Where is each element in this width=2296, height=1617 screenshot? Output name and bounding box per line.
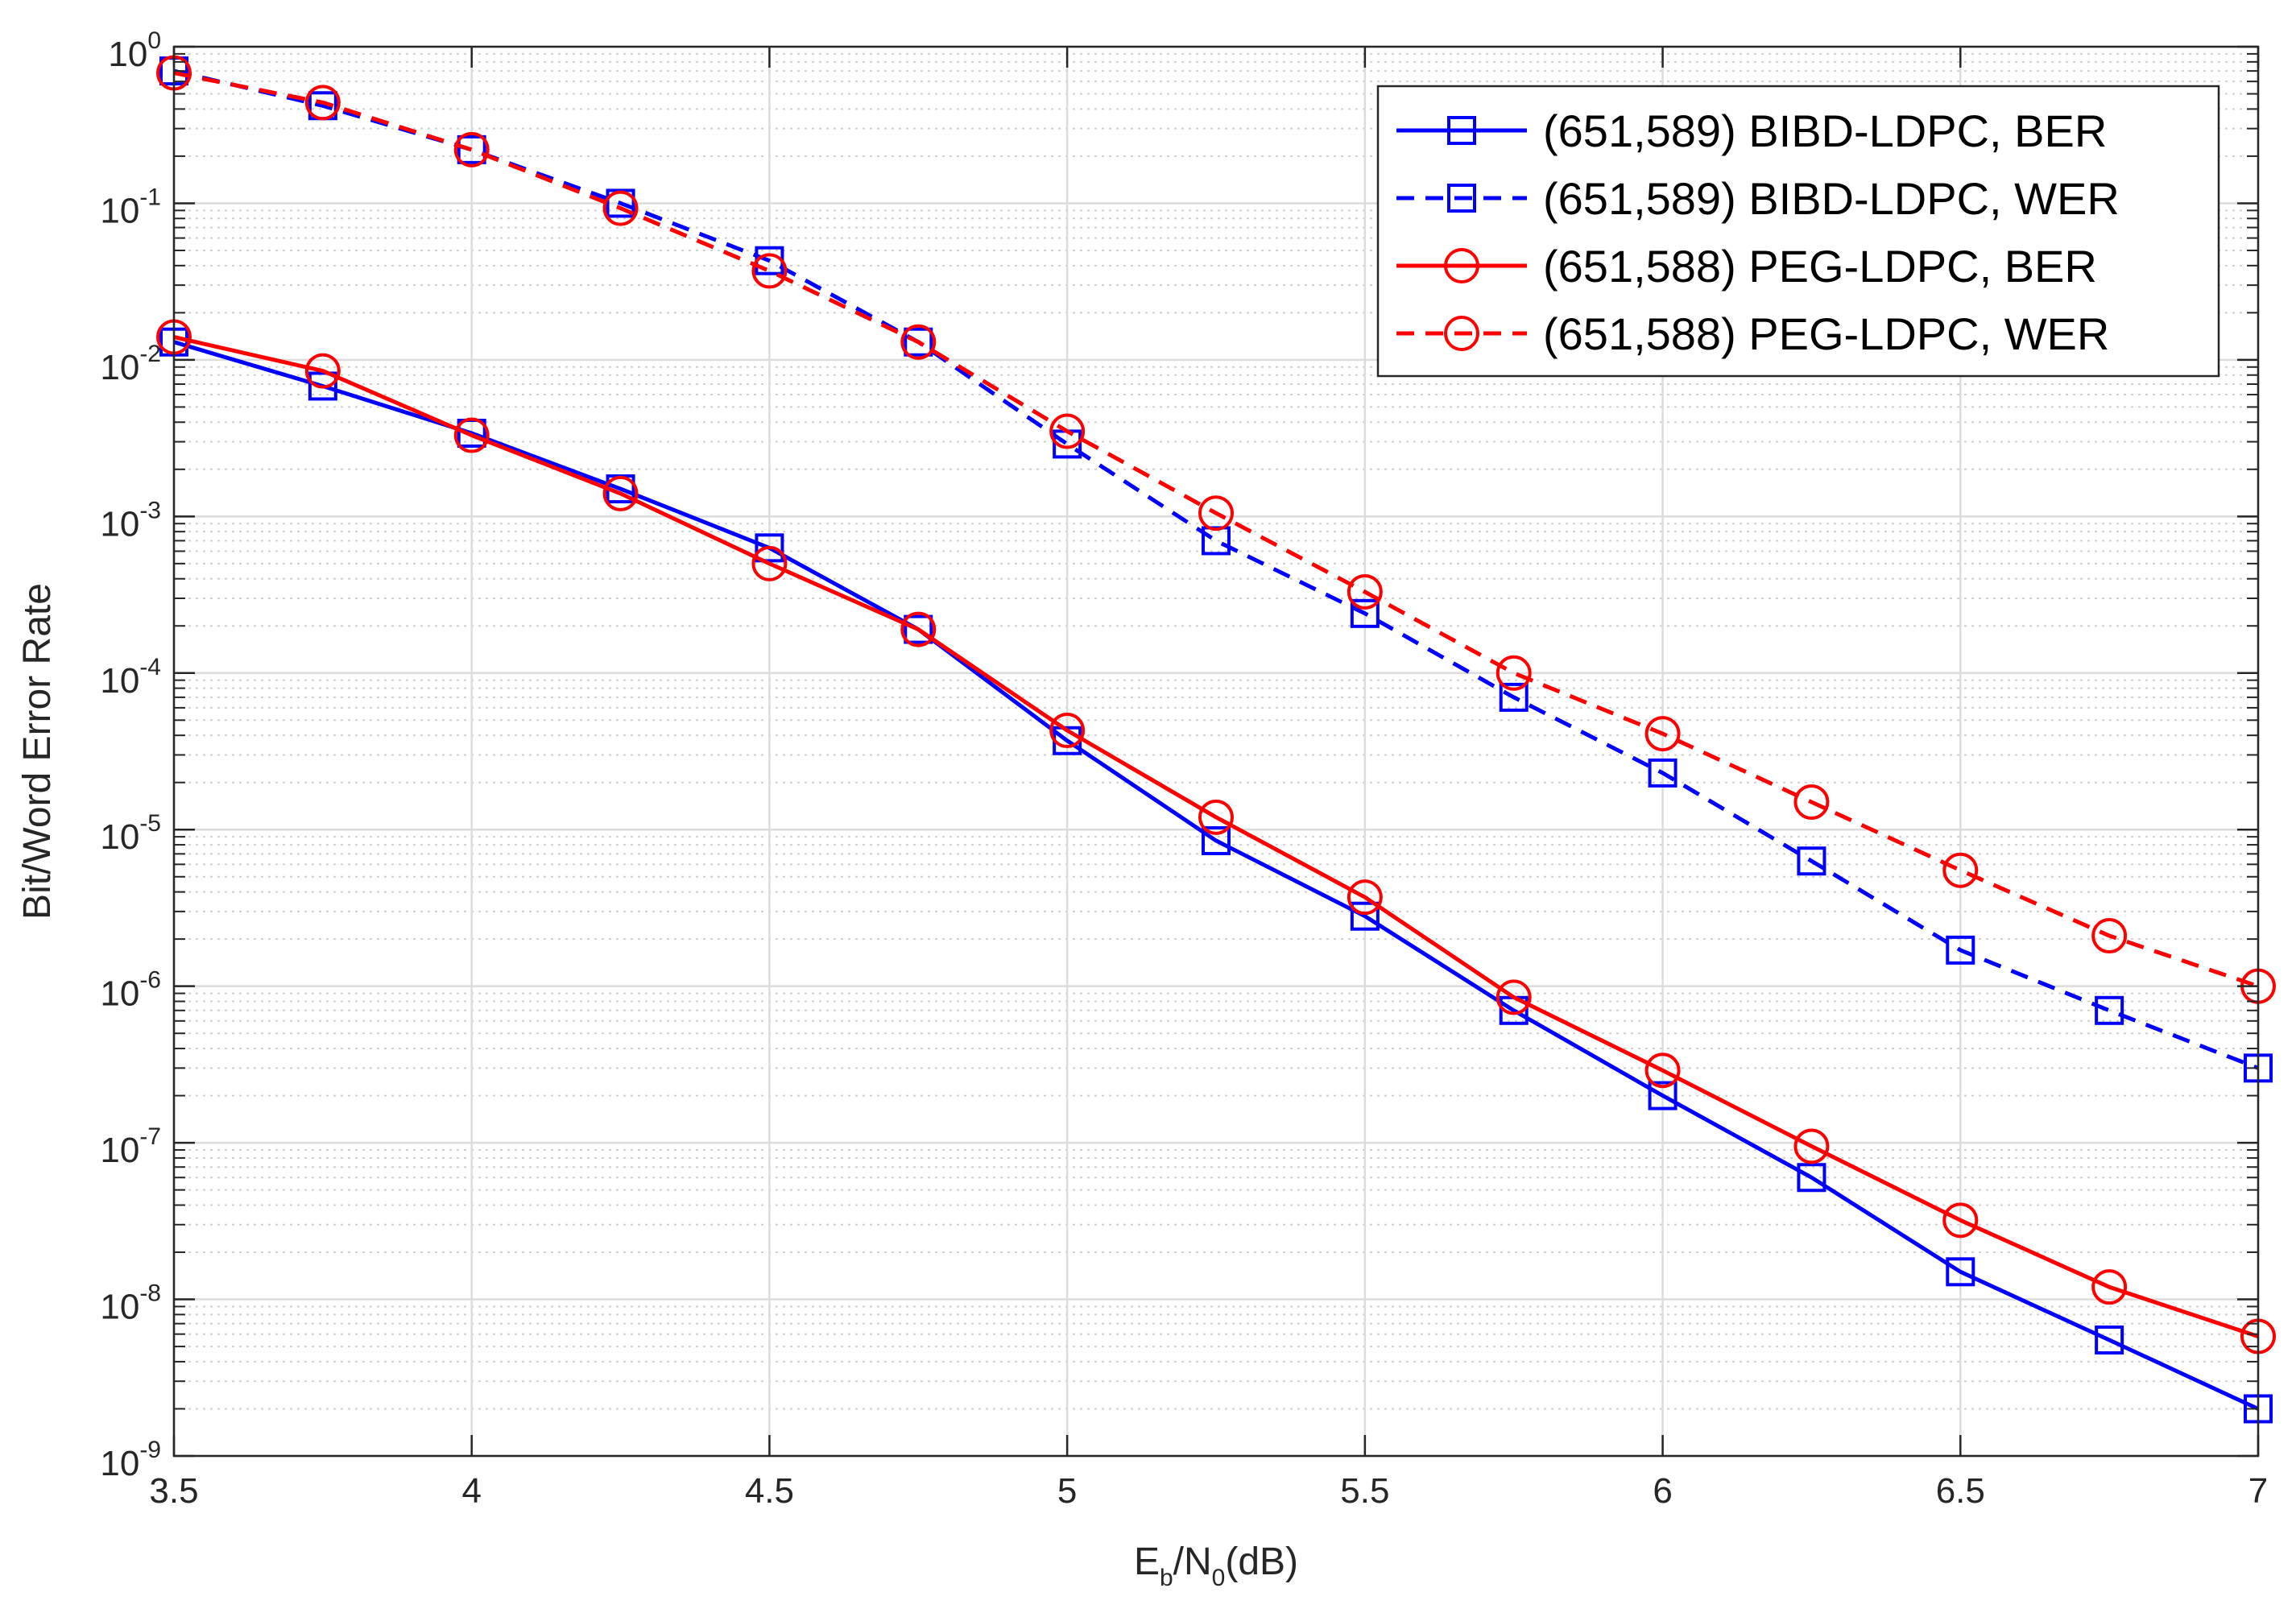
data-point (904, 327, 933, 357)
data-point (1942, 852, 1979, 888)
legend-box (1376, 85, 2220, 378)
data-point (1793, 1128, 1830, 1164)
series-line (173, 340, 2260, 1411)
data-point (1198, 495, 1234, 531)
data-point (1347, 879, 1383, 916)
data-point (453, 131, 490, 167)
data-point (457, 134, 486, 164)
legend-label: (651,589) BIBD-LDPC, WER (1543, 173, 2120, 224)
data-point (1946, 935, 1975, 965)
y-tick-label: 100 (108, 27, 161, 74)
x-tick-label: 6 (1653, 1471, 1672, 1511)
y-tick-label: 10-7 (100, 1123, 161, 1170)
y-tick-label: 10-1 (100, 184, 161, 230)
legend-label: (651,589) BIBD-LDPC, BER (1543, 105, 2107, 156)
data-point (304, 85, 341, 121)
ticks: 100 10-1 10-2 10-3 10-4 10-5 10-6 10-7 10-8 10-93… (100, 27, 2268, 1511)
y-tick-label: 10-5 (100, 810, 161, 857)
data-point (900, 324, 937, 360)
data-point (1797, 1163, 1826, 1193)
legend-entry-3: (651,588) PEG-LDPC, BER (1396, 241, 2097, 292)
x-tick-label: 7 (2248, 1471, 2268, 1511)
y-tick-label: 10-8 (100, 1280, 161, 1327)
data-point (453, 417, 490, 453)
series-line (173, 335, 2259, 1338)
data-point (602, 190, 639, 226)
data-point (1496, 979, 1532, 1015)
y-tick-label: 10-9 (100, 1437, 161, 1483)
data-point (1644, 1052, 1681, 1089)
data-point (904, 614, 933, 644)
legend-entry-1: (651,589) BIBD-LDPC, BER (1396, 105, 2107, 156)
data-point (308, 371, 337, 401)
data-point (2095, 995, 2124, 1025)
data-point (1648, 1081, 1678, 1110)
legend-entry-2: (651,589) BIBD-LDPC, WER (1396, 173, 2120, 224)
y-tick-label: 10-2 (100, 341, 161, 387)
series-line (173, 71, 2259, 989)
data-point (1202, 825, 1231, 855)
data-point (602, 475, 639, 511)
legend-label: (651,588) PEG-LDPC, BER (1543, 241, 2097, 292)
series-4 (156, 55, 2276, 1004)
data-point (1797, 846, 1826, 876)
legend-marker (1444, 248, 1479, 283)
data-point (751, 253, 788, 289)
data-point (1049, 413, 1086, 449)
series-3 (156, 319, 2276, 1354)
data-point (1793, 784, 1830, 820)
y-tick-label: 10-6 (100, 967, 161, 1014)
data-point (2091, 918, 2128, 954)
data-point (1946, 1257, 1975, 1287)
data-point (1049, 713, 1086, 749)
series-layer (156, 55, 2276, 1424)
data-point (304, 353, 341, 389)
data-point (900, 611, 937, 647)
data-point (1350, 901, 1380, 931)
data-point (1499, 682, 1529, 712)
x-tick-label: 3.5 (149, 1471, 198, 1511)
x-tick-label: 4 (461, 1471, 481, 1511)
data-point (1496, 655, 1532, 691)
data-point (755, 533, 784, 563)
data-point (1644, 716, 1681, 752)
x-tick-label: 5 (1057, 1471, 1077, 1511)
data-point (606, 188, 635, 218)
y-axis-label: Bit/Word Error Rate (16, 583, 59, 920)
data-point (751, 545, 788, 581)
x-tick-label: 5.5 (1340, 1471, 1389, 1511)
data-point (1198, 799, 1234, 835)
legend-marker (1447, 184, 1476, 213)
plot-frame (172, 45, 2260, 1458)
x-tick-label: 6.5 (1936, 1471, 1985, 1511)
x-axis-label: Eb/N0(dB) (1134, 1540, 1298, 1591)
legend-marker (1447, 116, 1476, 145)
data-point (1942, 1202, 1979, 1239)
data-point (1350, 598, 1380, 628)
y-tick-label: 10-3 (100, 497, 161, 544)
legend-label: (651,588) PEG-LDPC, WER (1543, 308, 2109, 359)
data-point (1648, 758, 1678, 788)
legend: (651,589) BIBD-LDPC, BER (651,589) BIBD-L… (1376, 85, 2220, 378)
y-tick-label: 10-4 (100, 654, 161, 701)
legend-marker (1444, 316, 1479, 351)
x-tick-label: 4.5 (745, 1471, 794, 1511)
legend-entry-4: (651,588) PEG-LDPC, WER (1396, 308, 2109, 359)
data-point (1347, 573, 1383, 610)
data-point (2095, 1325, 2124, 1355)
data-point (2091, 1269, 2128, 1305)
